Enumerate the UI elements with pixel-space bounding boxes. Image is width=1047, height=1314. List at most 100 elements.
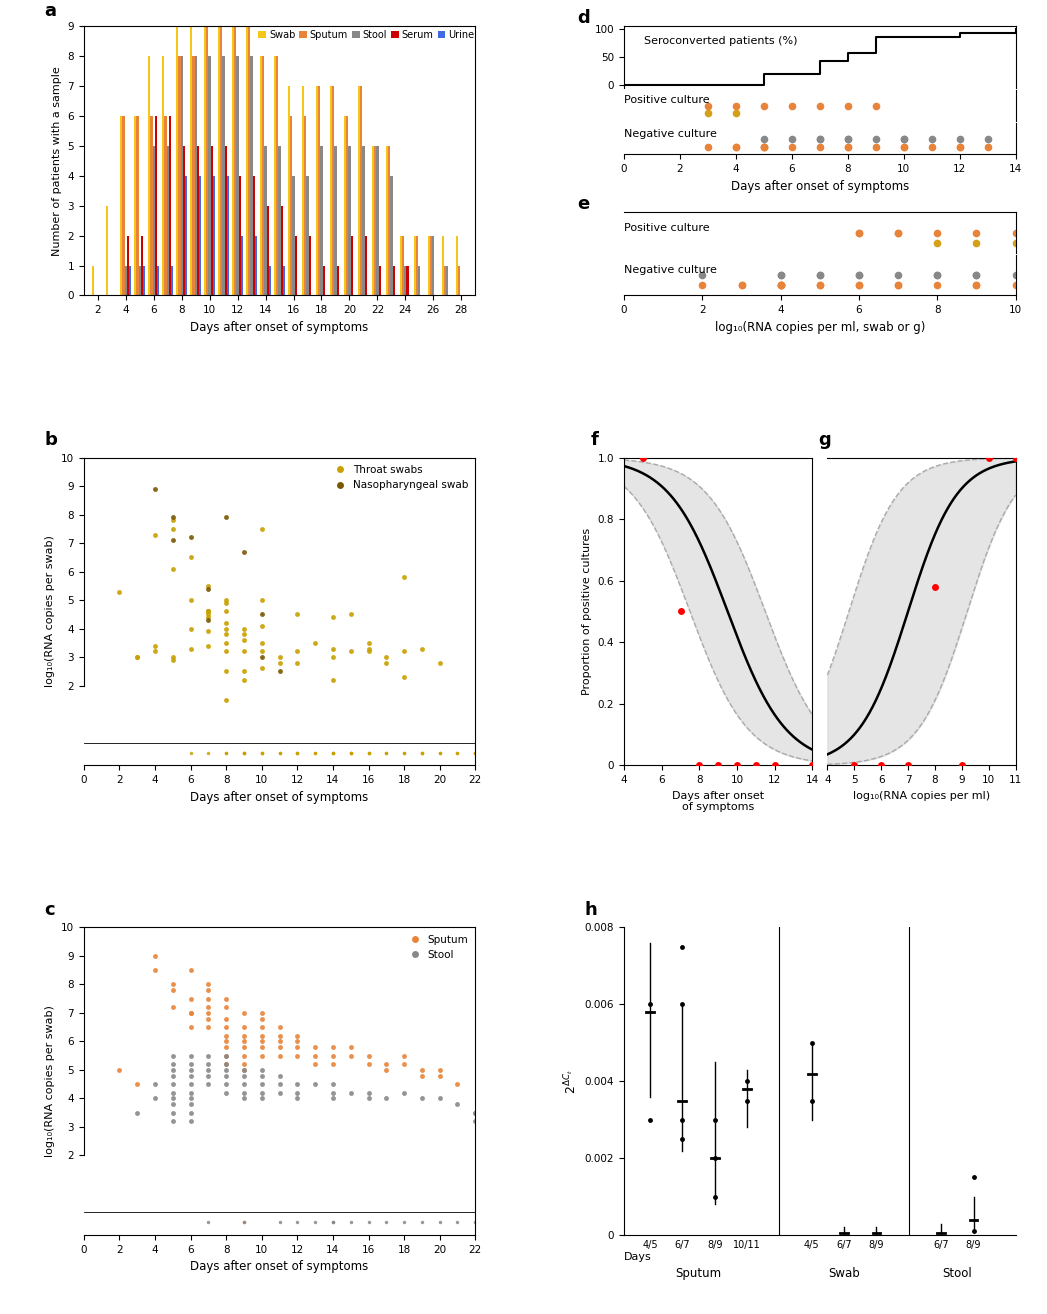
Bar — [120, 116, 122, 296]
Bar — [283, 265, 285, 296]
Bar — [153, 146, 155, 296]
Bar — [235, 26, 237, 296]
Bar — [125, 265, 127, 296]
Bar — [358, 87, 360, 296]
X-axis label: log₁₀(RNA copies per ml): log₁₀(RNA copies per ml) — [853, 791, 990, 800]
Bar — [260, 57, 262, 296]
Bar — [347, 116, 349, 296]
Bar — [222, 57, 225, 296]
Bar — [379, 265, 381, 296]
Legend: Throat swabs, Nasopharyngeal swab: Throat swabs, Nasopharyngeal swab — [328, 463, 470, 493]
Bar — [183, 146, 185, 296]
Text: e: e — [577, 194, 589, 213]
Bar — [351, 235, 353, 296]
X-axis label: log₁₀(RNA copies per ml, swab or g): log₁₀(RNA copies per ml, swab or g) — [715, 321, 925, 334]
Y-axis label: log₁₀(RNA copies per swab): log₁₀(RNA copies per swab) — [45, 536, 55, 687]
Bar — [193, 57, 195, 296]
Bar — [151, 116, 153, 296]
Bar — [406, 265, 408, 296]
Text: a: a — [45, 1, 57, 20]
Bar — [318, 87, 320, 296]
Bar — [402, 235, 404, 296]
Text: d: d — [577, 9, 589, 26]
Text: Sputum: Sputum — [675, 1268, 721, 1280]
Text: Positive culture: Positive culture — [624, 95, 710, 105]
Bar — [304, 116, 307, 296]
Bar — [418, 265, 421, 296]
Text: b: b — [45, 431, 58, 449]
Bar — [176, 26, 178, 296]
Bar — [265, 146, 267, 296]
Bar — [250, 57, 252, 296]
Bar — [388, 146, 391, 296]
Text: f: f — [591, 431, 598, 449]
Bar — [294, 235, 297, 296]
Bar — [148, 57, 151, 296]
Bar — [155, 116, 157, 296]
Bar — [362, 146, 364, 296]
Bar — [254, 235, 258, 296]
Bar — [404, 265, 406, 296]
Bar — [446, 265, 448, 296]
Bar — [164, 116, 166, 296]
Bar — [227, 176, 229, 296]
Bar — [225, 146, 227, 296]
Bar — [343, 116, 347, 296]
Text: h: h — [585, 901, 598, 920]
Bar — [332, 87, 334, 296]
Bar — [134, 116, 136, 296]
Bar — [444, 265, 446, 296]
Text: Stool: Stool — [942, 1268, 973, 1280]
Bar — [330, 87, 332, 296]
Bar — [252, 176, 254, 296]
Bar — [248, 26, 250, 296]
Text: Negative culture: Negative culture — [624, 265, 717, 275]
Bar — [276, 57, 279, 296]
Bar — [106, 206, 109, 296]
Bar — [302, 87, 304, 296]
Bar — [191, 26, 193, 296]
Bar — [442, 235, 444, 296]
Text: Seroconverted patients (%): Seroconverted patients (%) — [644, 35, 797, 46]
Bar — [208, 57, 210, 296]
Bar — [281, 206, 283, 296]
Bar — [414, 235, 416, 296]
Bar — [143, 265, 146, 296]
Bar — [92, 265, 94, 296]
Bar — [430, 235, 432, 296]
Bar — [129, 265, 131, 296]
Bar — [180, 57, 183, 296]
Bar — [169, 116, 171, 296]
Bar — [322, 265, 325, 296]
Bar — [364, 235, 366, 296]
Bar — [195, 57, 197, 296]
Legend: Sputum, Stool: Sputum, Stool — [402, 933, 470, 962]
Bar — [185, 176, 187, 296]
Bar — [267, 206, 269, 296]
Bar — [218, 26, 220, 296]
Bar — [458, 265, 461, 296]
Bar — [274, 57, 276, 296]
Bar — [290, 116, 292, 296]
Bar — [220, 26, 222, 296]
Bar — [140, 235, 143, 296]
Bar — [204, 26, 206, 296]
Bar — [262, 57, 265, 296]
Bar — [374, 146, 376, 296]
Bar — [206, 26, 208, 296]
X-axis label: Days after onset of symptoms: Days after onset of symptoms — [191, 791, 369, 804]
Y-axis label: Number of patients with a sample: Number of patients with a sample — [52, 66, 62, 256]
Bar — [279, 146, 281, 296]
Bar — [455, 235, 458, 296]
Bar — [393, 265, 395, 296]
Y-axis label: Proportion of positive cultures: Proportion of positive cultures — [582, 528, 593, 695]
Bar — [138, 265, 140, 296]
Bar — [309, 235, 311, 296]
X-axis label: Days after onset of symptoms: Days after onset of symptoms — [191, 1260, 369, 1273]
Bar — [316, 87, 318, 296]
Bar — [376, 146, 379, 296]
Bar — [307, 176, 309, 296]
Text: c: c — [45, 901, 55, 920]
Bar — [336, 265, 339, 296]
Bar — [232, 26, 235, 296]
